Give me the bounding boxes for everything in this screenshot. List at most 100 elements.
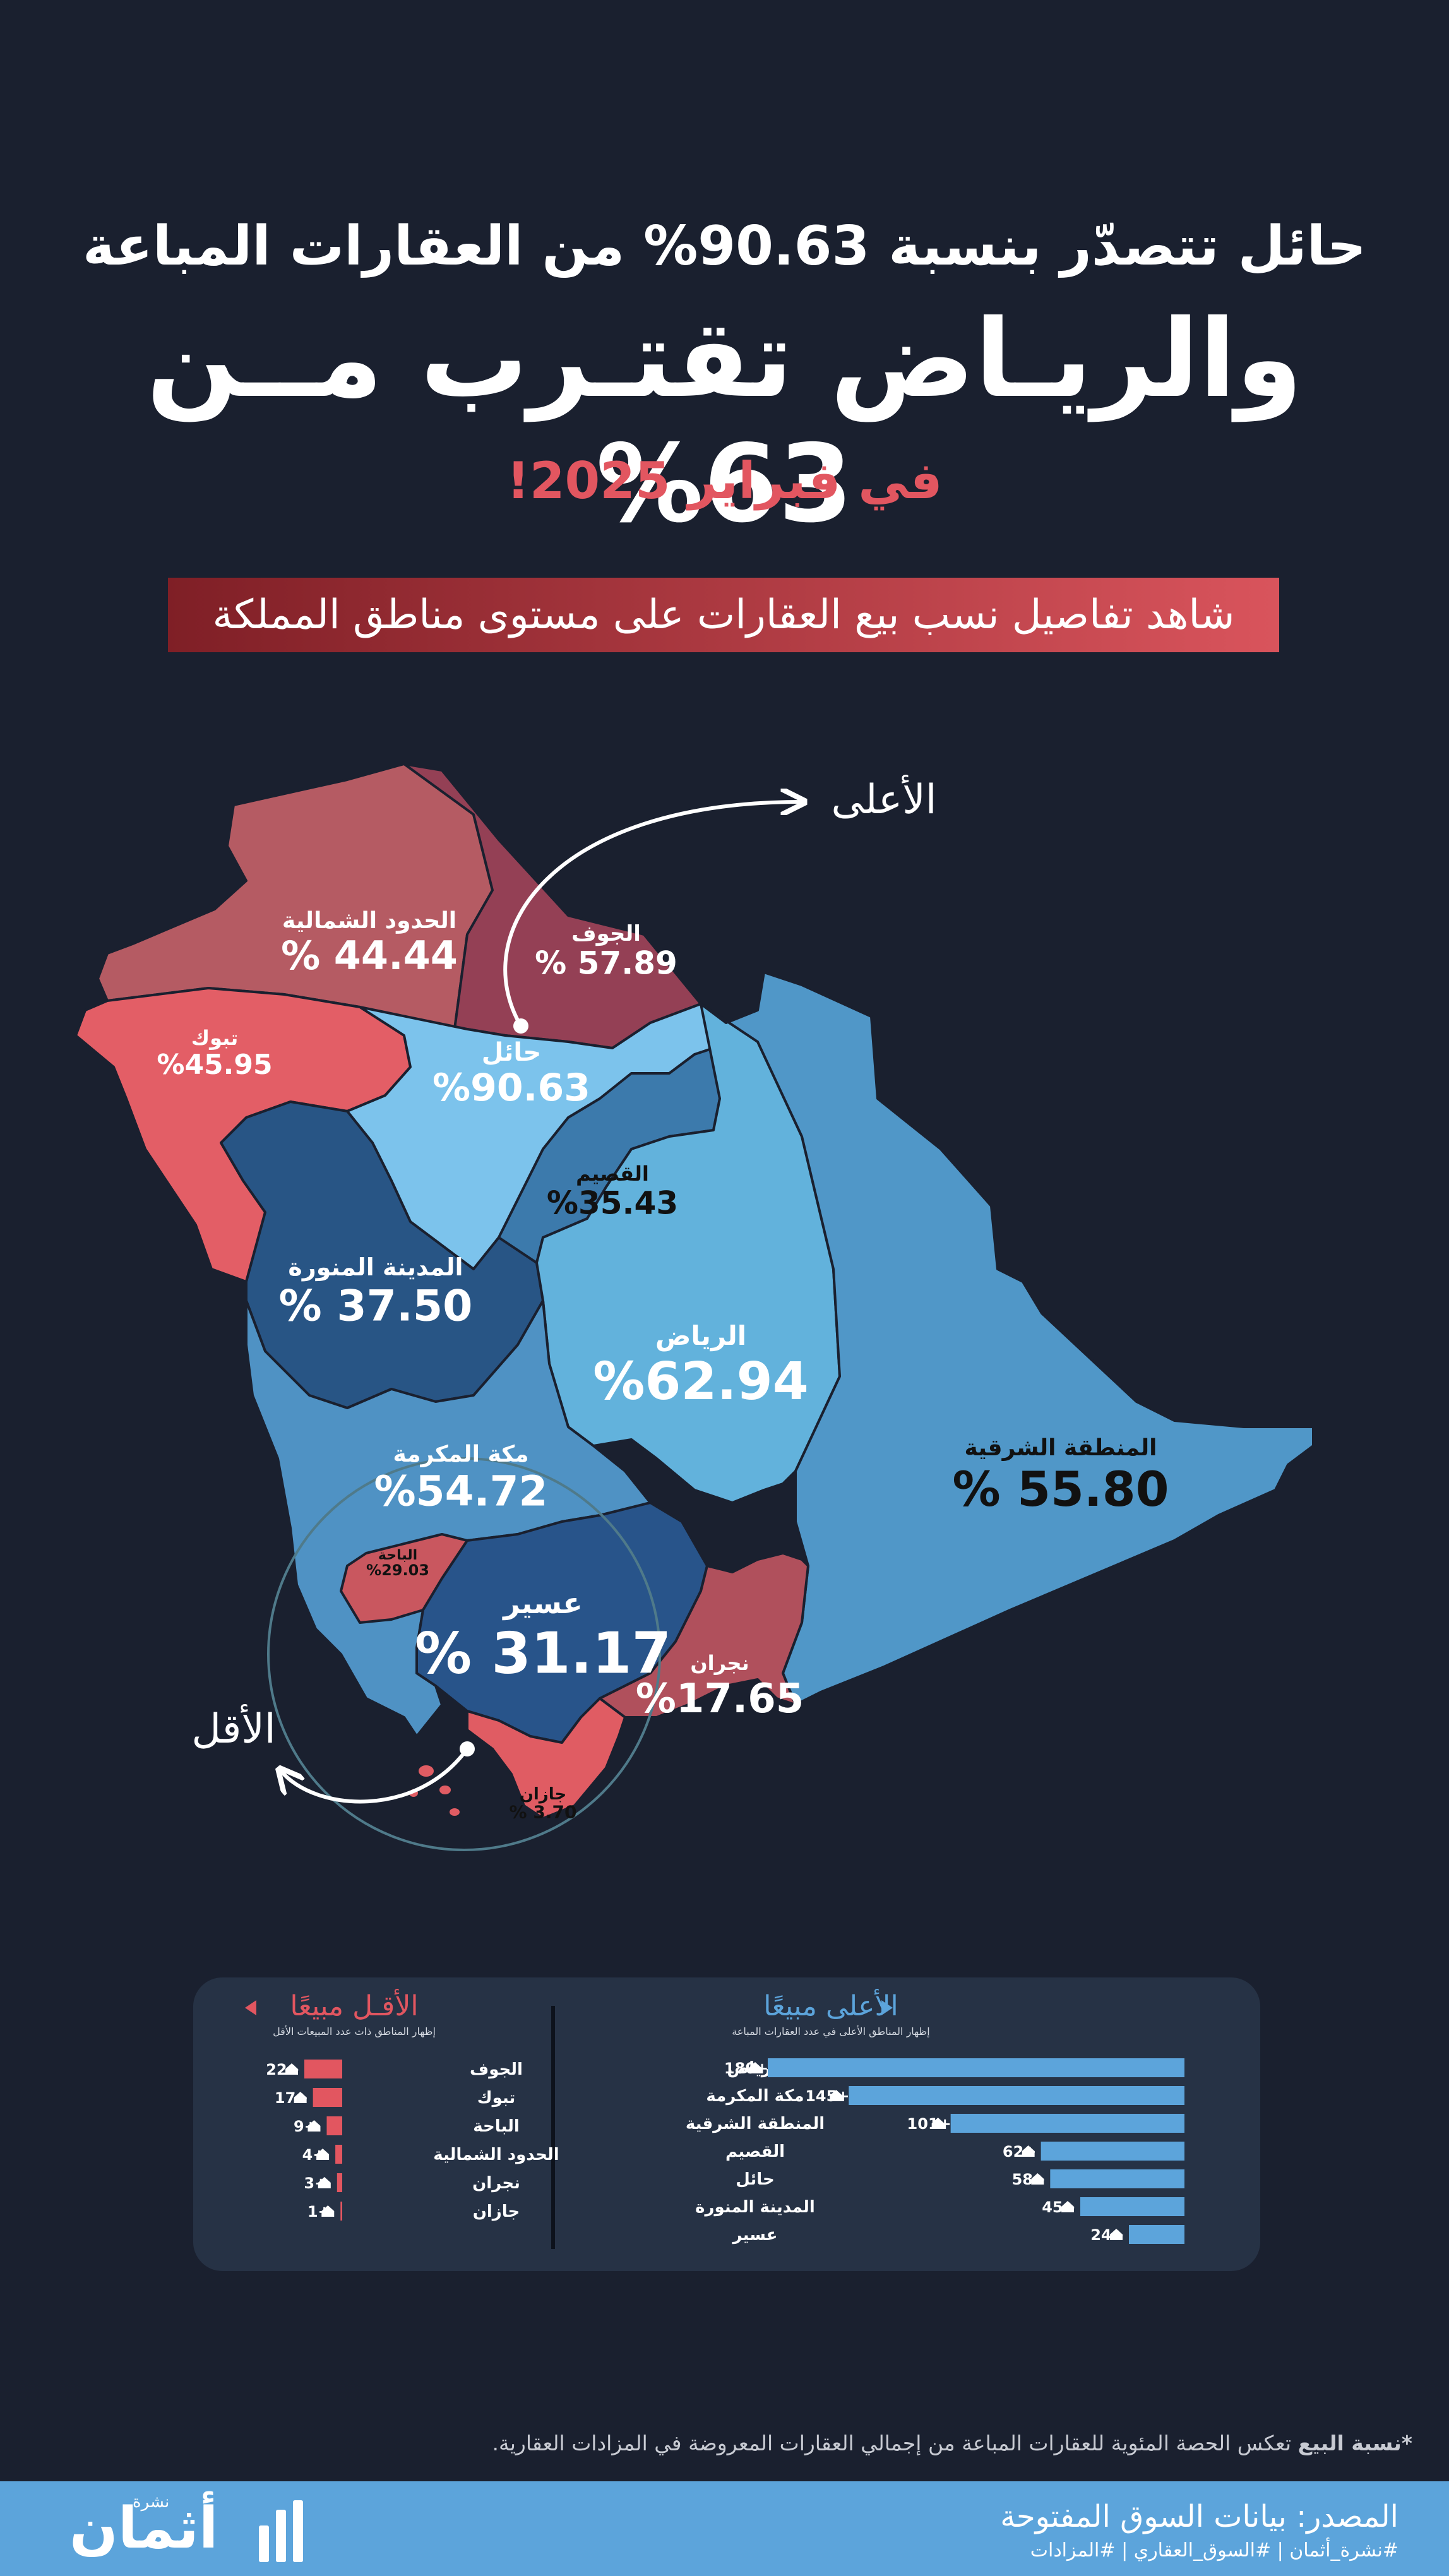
region-name-label: جازان (520, 1785, 567, 1804)
highest-callout-label: الأعلى (832, 774, 937, 823)
bar-value-label: 45+ (1042, 2198, 1076, 2216)
region-name-label: المنطقة الشرقية (964, 1435, 1157, 1461)
bar-value-label: 180+ (724, 2060, 768, 2077)
lowest-callout-dot (460, 1741, 475, 1756)
lowest-sales-subtitle: إظهار المناطق ذات عدد المبيعات الأقل (273, 2025, 436, 2038)
region-name-label: المدينة المنورة (288, 1253, 463, 1281)
region-northern-borders (97, 763, 494, 1030)
lowest-sales-title: الأقـل مبيعًا (290, 1988, 418, 2022)
house-icon (830, 2090, 843, 2101)
footnote: *نسبة البيع تعكس الحصة المئوية للعقارات … (55, 2431, 1412, 2455)
region-value-label: % 31.17 (415, 1621, 671, 1687)
region-name-label: مكة المكرمة (393, 1441, 528, 1467)
house-icon (1061, 2201, 1074, 2212)
region-value-label: %90.63 (432, 1066, 590, 1110)
bar-category-label: تبوك (477, 2089, 516, 2108)
house-icon (931, 2118, 945, 2129)
region-value-label: %17.65 (636, 1676, 804, 1722)
bar-category-label: عسير (731, 2226, 777, 2245)
source-text: المصدر: بيانات السوق المفتوحة (1000, 2499, 1398, 2534)
bar-category-label: مكة المكرمة (706, 2087, 804, 2106)
bar (1080, 2197, 1184, 2216)
bar (326, 2116, 342, 2135)
house-icon (294, 2092, 307, 2103)
house-icon (307, 2120, 321, 2132)
house-icon (749, 2062, 761, 2073)
lowest-callout-label: الأقل (191, 1703, 275, 1753)
bar (849, 2086, 1184, 2105)
house-icon (316, 2149, 330, 2160)
highest-sales-subtitle: إظهار المناطق الأعلى في عدد العقارات الم… (732, 2025, 929, 2038)
bar-category-label: حائل (736, 2170, 774, 2189)
sales-count-panel: الأعلى مبيعًا إظهار المناطق الأعلى في عد… (193, 1977, 1260, 2271)
region-value-label: %35.43 (547, 1185, 678, 1222)
house-icon (285, 2063, 298, 2075)
region-value-label: % 3.70 (510, 1801, 577, 1822)
bar-value-label: 22+ (266, 2061, 300, 2078)
region-name-label: القصيم (576, 1162, 649, 1186)
region-name-label: الحدود الشمالية (282, 908, 456, 934)
bar (313, 2088, 342, 2107)
region-name-label: الجوف (571, 921, 641, 946)
bar (1129, 2225, 1184, 2244)
bar-value-label: 62+ (1003, 2143, 1037, 2161)
subtitle-banner-text: شاهد تفاصيل نسب بيع العقارات على مستوى م… (212, 592, 1235, 638)
bar (768, 2058, 1184, 2077)
bar-category-label: نجران (472, 2174, 520, 2193)
bar (950, 2114, 1184, 2133)
footnote-bold: *نسبة البيع (1297, 2431, 1412, 2455)
headline-line2: والريـاض تقتـرب مــن 63% (146, 297, 1303, 547)
bar-value-label: 9+ (294, 2118, 317, 2135)
saudi-map: الأعلى الأقل حائل%90.63 الرياض%62.94 الجوف… (75, 763, 1315, 1851)
bar-value-label: 101+ (907, 2115, 951, 2133)
house-icon (1110, 2229, 1123, 2240)
bar-category-label: المنطقة الشرقية (686, 2114, 825, 2133)
bar-category-label: المدينة المنورة (695, 2198, 815, 2217)
footer-bar: المصدر: بيانات السوق المفتوحة #نشرة_أثما… (0, 2481, 1449, 2576)
region-name-label: حائل (482, 1038, 542, 1067)
region-jazan (466, 1697, 626, 1820)
lowest-sales-arrow-icon (245, 2000, 256, 2015)
hashtags: #نشرة_أثمان | #السوق_العقاري | #المزادات (1030, 2539, 1398, 2561)
bar-value-label: 17+ (275, 2089, 309, 2107)
bar-value-label: 24+ (1090, 2226, 1124, 2244)
region-value-label: %54.72 (374, 1467, 548, 1515)
house-icon (318, 2177, 331, 2188)
highest-callout-arrow (503, 802, 802, 1027)
region-name-label: الباحة (378, 1547, 417, 1563)
bar-value-label: 3+ (304, 2174, 327, 2192)
bar (337, 2173, 342, 2192)
bar-value-label: 4+ (302, 2146, 326, 2164)
bar (304, 2060, 342, 2078)
region-eastern-province (700, 971, 1315, 1706)
region-name-label: عسير (502, 1586, 583, 1620)
bar-value-label: 145+ (805, 2087, 849, 2105)
bar-category-label: الباحة (473, 2117, 520, 2136)
region-value-label: % 44.44 (281, 933, 458, 979)
brand-bars-icon (259, 2500, 303, 2562)
house-icon (1022, 2145, 1035, 2157)
sales-bar-charts: الأعلى مبيعًا إظهار المناطق الأعلى في عد… (245, 1988, 1184, 2249)
bar (335, 2145, 342, 2164)
lowest-region-highlight-circle (267, 1457, 661, 1851)
bar-category-label: الجوف (470, 2060, 523, 2079)
region-value-label: % 55.80 (952, 1461, 1169, 1517)
highest-sales-arrow-icon (881, 2000, 893, 2015)
region-name-label: الرياض (655, 1320, 746, 1352)
bar (1041, 2142, 1184, 2161)
brand-logo-text: أثمان (69, 2495, 218, 2561)
region-najran (599, 1552, 809, 1719)
region-value-label: % 57.89 (535, 945, 677, 982)
house-icon (321, 2205, 335, 2217)
highest-sales-title: الأعلى مبيعًا (763, 1988, 898, 2022)
region-name-label: نجران (690, 1651, 749, 1675)
headline-line1: حائل تتصدّر بنسبة 90.63% من العقارات الم… (83, 215, 1366, 278)
headline-date: في فبراير 2025! (506, 451, 943, 510)
bar-value-label: 58+ (1012, 2171, 1046, 2188)
subtitle-banner: شاهد تفاصيل نسب بيع العقارات على مستوى م… (168, 578, 1279, 652)
region-name-label: تبوك (191, 1026, 238, 1050)
lowest-callout-arrow (281, 1748, 469, 1804)
bar-value-label: 1+ (307, 2203, 331, 2221)
region-value-label: %62.94 (593, 1352, 809, 1412)
bar-category-label: الحدود الشمالية (433, 2145, 559, 2164)
